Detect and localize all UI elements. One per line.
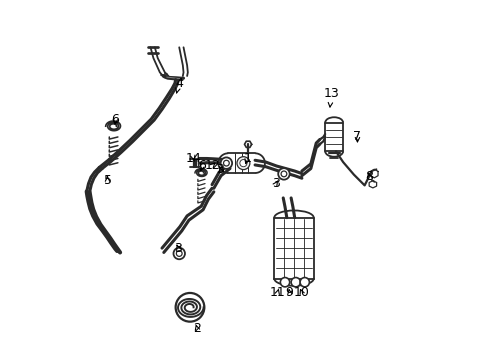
Circle shape <box>176 251 182 256</box>
Text: 6: 6 <box>198 159 206 172</box>
Text: 2: 2 <box>193 322 201 335</box>
Circle shape <box>220 157 232 169</box>
Text: 8: 8 <box>365 170 372 183</box>
Circle shape <box>300 278 309 287</box>
Text: 12: 12 <box>204 159 220 172</box>
Text: 3: 3 <box>174 242 182 255</box>
Circle shape <box>173 248 184 259</box>
Circle shape <box>239 159 246 167</box>
Text: 3: 3 <box>271 177 280 190</box>
Text: 10: 10 <box>293 287 309 300</box>
Circle shape <box>223 160 229 166</box>
Circle shape <box>290 278 300 287</box>
Text: 14: 14 <box>185 152 201 165</box>
Text: 11: 11 <box>269 287 285 300</box>
Text: 13: 13 <box>323 87 339 107</box>
Text: 1: 1 <box>243 152 251 165</box>
Circle shape <box>278 168 289 180</box>
Text: 5: 5 <box>103 174 111 186</box>
Text: 6: 6 <box>111 113 119 126</box>
Circle shape <box>281 171 286 177</box>
Circle shape <box>280 278 289 287</box>
Text: 7: 7 <box>353 130 361 144</box>
Text: 3: 3 <box>216 163 224 176</box>
Text: 4: 4 <box>175 77 183 93</box>
Circle shape <box>237 157 249 170</box>
Text: 9: 9 <box>285 287 293 300</box>
